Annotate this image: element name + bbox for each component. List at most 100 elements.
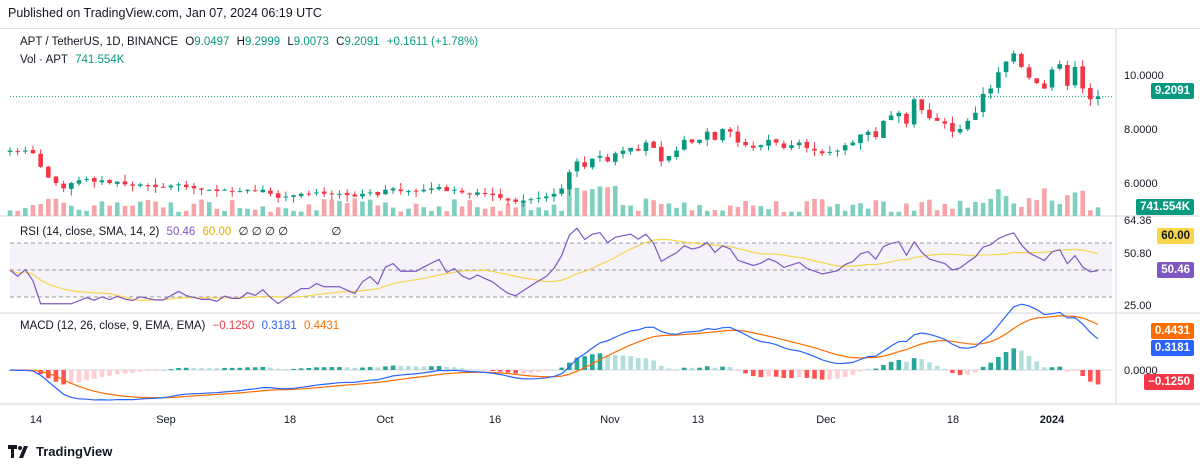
rsi-legend: RSI (14, close, SMA, 14, 2) 50.46 60.00 … xyxy=(20,224,345,238)
symbol-title[interactable]: APT / TetherUS, 1D, BINANCE xyxy=(20,36,179,48)
candle-body xyxy=(176,184,181,186)
macd-histogram-bar xyxy=(689,367,695,370)
macd-histogram-bar xyxy=(681,367,687,370)
rsi-extra-2: ∅ xyxy=(331,226,342,238)
volume-bar xyxy=(114,202,120,216)
candle-body xyxy=(842,145,848,151)
candle-body xyxy=(911,99,917,125)
volume-bar xyxy=(934,210,940,216)
candle-body xyxy=(452,189,457,191)
rsi-band xyxy=(10,243,1112,297)
volume-bar xyxy=(513,207,518,216)
candle-body xyxy=(758,145,764,148)
candle-body xyxy=(727,129,733,132)
volume-bar xyxy=(950,208,955,216)
candle-body xyxy=(498,194,503,198)
candle-body xyxy=(904,113,909,124)
macd-histogram-bar xyxy=(260,366,266,370)
volume-bar xyxy=(206,202,212,216)
candle-body xyxy=(796,142,802,146)
candle-body xyxy=(321,191,327,194)
volume-bar xyxy=(590,189,595,216)
time-tick-label: Dec xyxy=(816,414,836,426)
time-tick-label: 13 xyxy=(692,414,704,426)
close-value: 9.2091 xyxy=(344,36,380,48)
volume-bar xyxy=(291,210,296,216)
candle-body xyxy=(942,121,948,124)
volume-bar xyxy=(490,206,496,216)
volume-bar xyxy=(735,206,741,216)
macd-histogram-bar xyxy=(1080,370,1085,377)
macd-histogram-bar xyxy=(436,365,442,370)
macd-histogram-bar xyxy=(1072,370,1078,372)
candle-body xyxy=(513,199,518,202)
volume-bar xyxy=(628,205,633,216)
macd-histogram-bar xyxy=(482,370,488,371)
volume-bar xyxy=(30,205,36,216)
volume-bar xyxy=(835,203,840,216)
macd-label[interactable]: MACD (12, 26, close, 9, EMA, EMA) xyxy=(20,320,206,332)
volume-bar xyxy=(1088,210,1093,216)
time-tick-label: Oct xyxy=(376,414,393,426)
volume-bar xyxy=(758,206,764,216)
price-tick-label: 6.0000 xyxy=(1124,178,1158,190)
macd-histogram-bar xyxy=(444,366,450,370)
candle-body xyxy=(137,184,143,186)
candle-body xyxy=(245,189,250,192)
macd-histogram-bar xyxy=(927,362,932,370)
macd-histogram-bar xyxy=(666,368,672,370)
candle-body xyxy=(605,156,610,162)
macd-histogram-bar xyxy=(1065,370,1070,372)
macd-histogram-bar xyxy=(789,370,794,379)
macd-histogram-bar xyxy=(544,370,549,372)
candle-body xyxy=(712,132,718,140)
candle-body xyxy=(375,191,381,196)
candle-body xyxy=(436,187,442,190)
volume-bar xyxy=(635,210,641,216)
macd-histogram-bar xyxy=(620,355,626,370)
macd-line xyxy=(9,303,1099,401)
candle-body xyxy=(482,193,488,195)
volume-bar xyxy=(46,198,51,216)
candle-body xyxy=(927,109,932,119)
brand-footer[interactable]: TradingView xyxy=(8,444,112,459)
macd-histogram-bar xyxy=(84,370,89,381)
macd-histogram-bar xyxy=(842,370,848,377)
candle-body xyxy=(643,142,649,152)
candle-body xyxy=(7,150,13,152)
macd-histogram-bar xyxy=(183,367,189,370)
rsi-sma-value: 60.00 xyxy=(202,226,232,238)
macd-histogram-bar xyxy=(904,361,909,370)
volume-bar xyxy=(475,207,480,216)
macd-histogram-bar xyxy=(360,367,365,370)
macd-histogram-bar xyxy=(490,370,496,371)
rsi-label[interactable]: RSI (14, close, SMA, 14, 2) xyxy=(20,226,160,238)
macd-histogram-bar xyxy=(1095,370,1101,385)
volume-bar xyxy=(268,211,273,216)
macd-histogram-bar xyxy=(651,360,656,370)
volume-bar xyxy=(551,204,557,216)
volume-bar xyxy=(743,201,748,216)
time-tick-label: Nov xyxy=(600,414,620,426)
volume-value: 741.554K xyxy=(75,54,125,66)
rsi-tag: 50.46 xyxy=(1157,262,1194,278)
time-tick-label: 18 xyxy=(284,414,296,426)
macd-histogram-bar xyxy=(191,367,197,370)
volume-bar xyxy=(819,199,825,216)
macd-histogram-bar xyxy=(934,365,940,370)
volume-bar xyxy=(199,199,204,216)
volume-bar xyxy=(229,200,235,216)
volume-bar xyxy=(375,205,381,216)
volume-bar xyxy=(873,200,879,216)
candle-body xyxy=(590,158,595,168)
volume-bar xyxy=(965,207,971,216)
candle-body xyxy=(628,147,633,152)
volume-bar xyxy=(406,208,411,216)
volume-bar xyxy=(398,211,404,216)
volume-bar xyxy=(712,209,718,216)
macd-histogram-bar xyxy=(1026,355,1032,370)
volume-label[interactable]: Vol · APT xyxy=(20,54,68,66)
macd-histogram-bar xyxy=(76,370,82,383)
volume-bar xyxy=(865,208,871,216)
